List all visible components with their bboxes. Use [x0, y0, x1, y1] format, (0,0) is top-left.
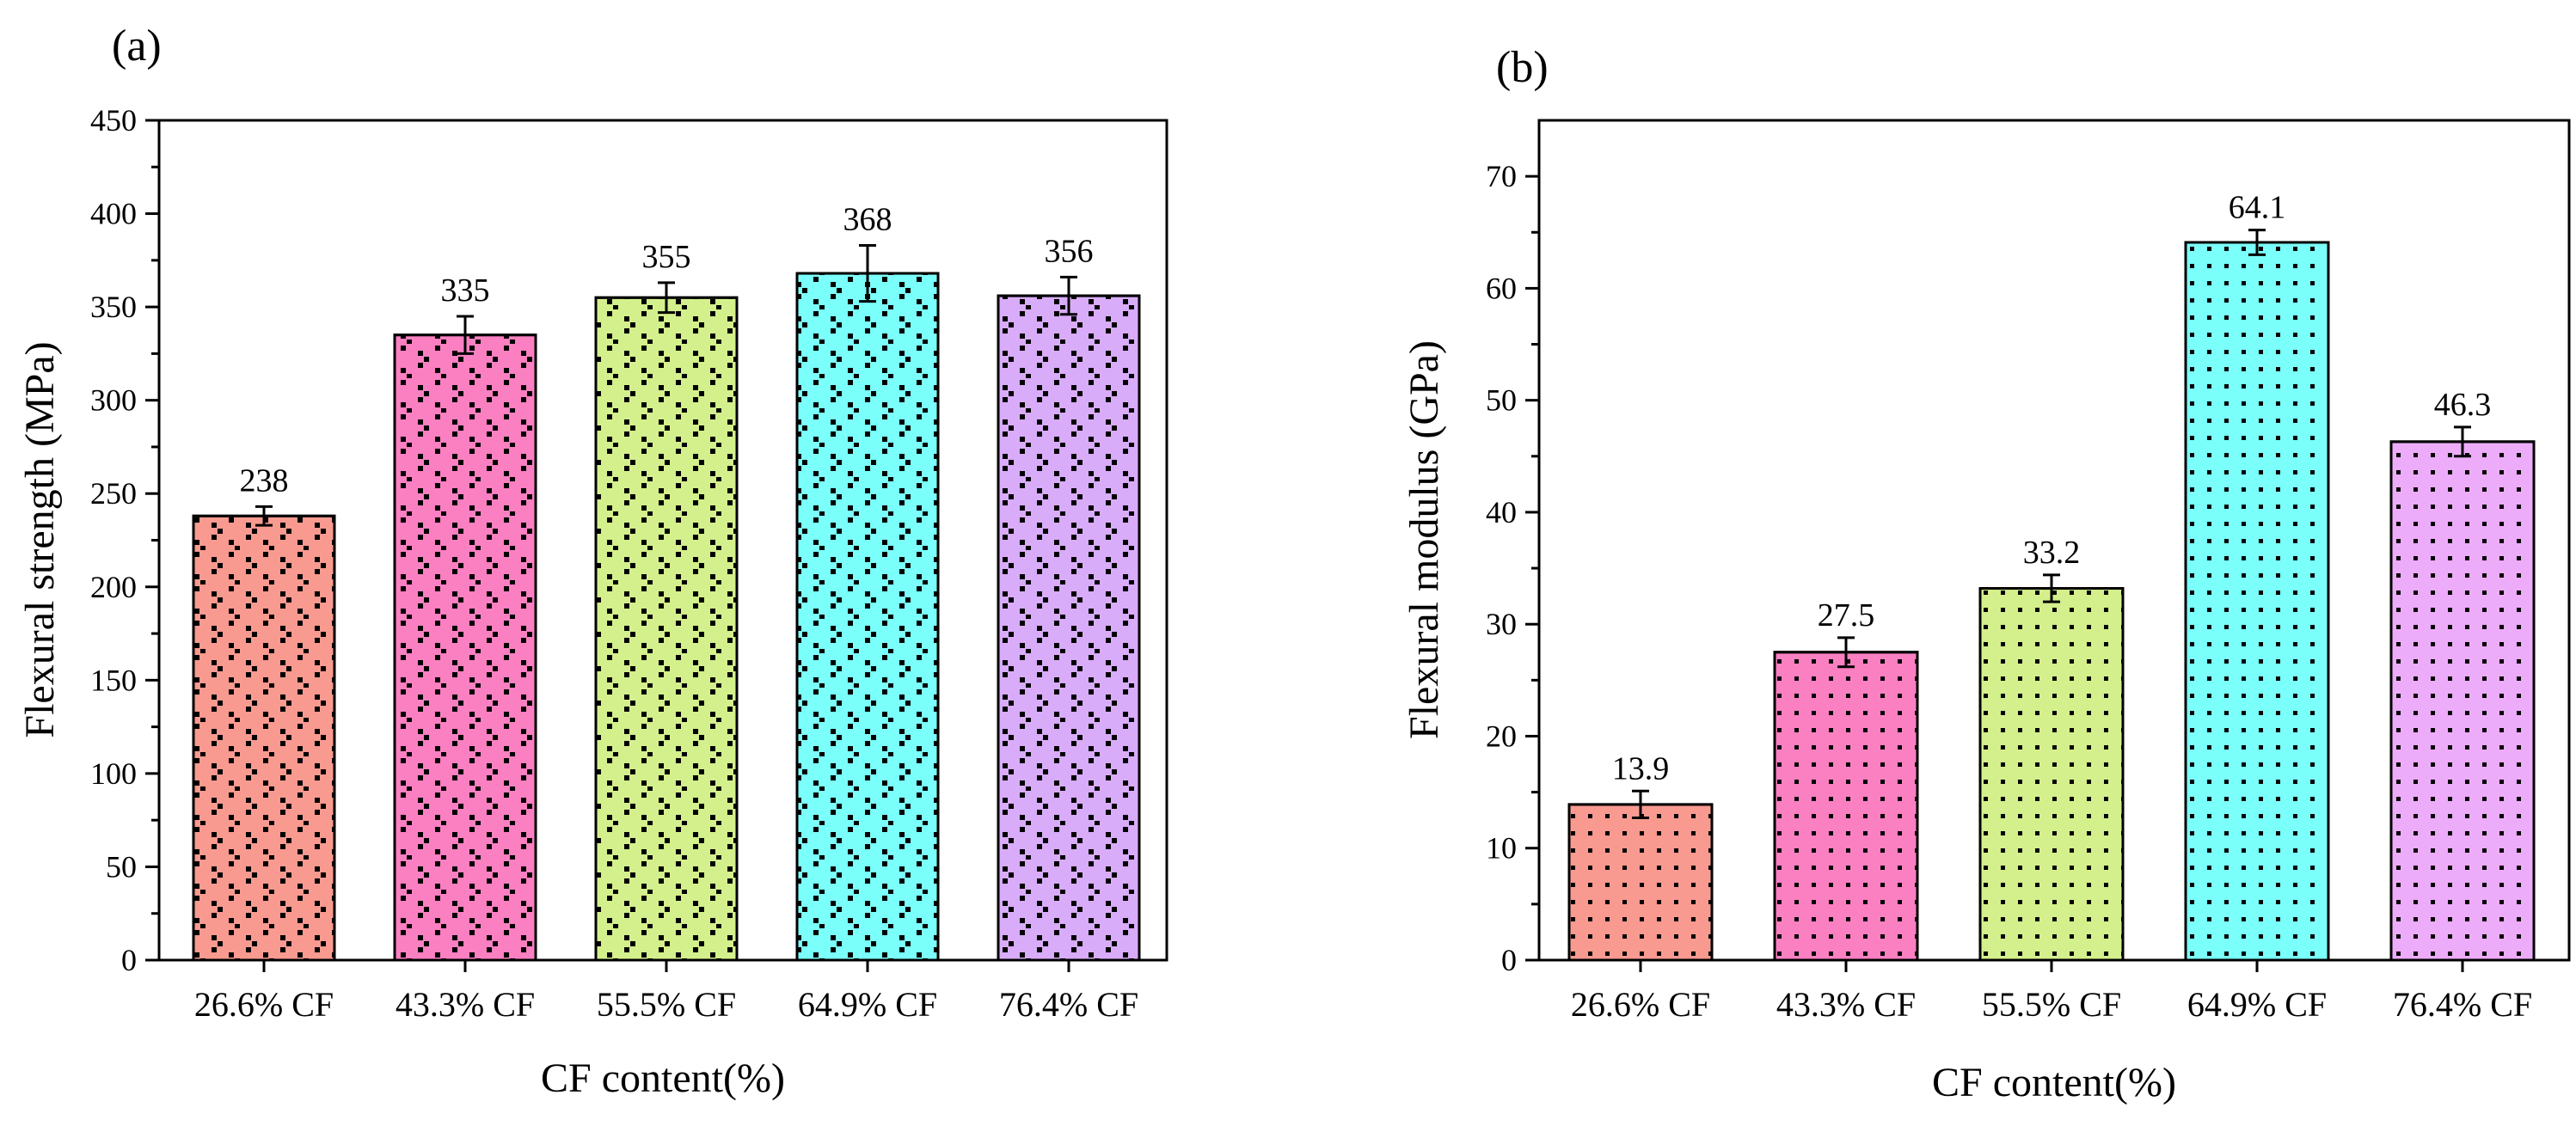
y-axis-title: Flexural strength (MPa)	[17, 341, 63, 737]
data-label: 27.5	[1818, 597, 1875, 633]
data-label: 335	[441, 272, 490, 309]
bar-pattern	[193, 516, 334, 960]
y-tick-label: 70	[1486, 159, 1517, 193]
data-label: 33.2	[2023, 535, 2081, 571]
x-tick-label: 26.6% CF	[1571, 985, 1710, 1024]
x-tick-label: 76.4% CF	[2393, 985, 2532, 1024]
bar-pattern	[797, 273, 938, 960]
panel-label: (a)	[112, 21, 162, 70]
x-tick-label: 43.3% CF	[396, 985, 535, 1024]
data-label: 46.3	[2434, 387, 2492, 423]
chart-panel-b: (b) 13.9 27.5 33.2 64.1 46.3 0 10 20 30 40 50 60 70…	[1401, 43, 2571, 1105]
x-tick-label: 55.5% CF	[1982, 985, 2121, 1024]
bar-pattern	[2391, 441, 2534, 960]
bar-pattern	[1980, 588, 2123, 960]
y-tick-label: 40	[1486, 495, 1517, 529]
data-label: 368	[843, 201, 892, 237]
plot-frame	[1537, 119, 2571, 962]
y-tick-label: 450	[90, 103, 137, 138]
y-tick-label: 10	[1486, 831, 1517, 866]
y-tick-label: 250	[90, 476, 137, 511]
data-label: 356	[1045, 233, 1094, 269]
y-tick-label: 0	[1501, 943, 1517, 977]
x-tick-label: 76.4% CF	[999, 985, 1138, 1024]
y-tick-label: 150	[90, 663, 137, 697]
y-tick-label: 60	[1486, 271, 1517, 305]
y-axis-title: Flexural modulus (GPa)	[1401, 340, 1447, 739]
y-tick-label: 50	[106, 849, 137, 884]
y-tick-label: 200	[90, 570, 137, 604]
y-tick-label: 50	[1486, 383, 1517, 418]
y-tick-label: 300	[90, 383, 137, 418]
y-tick-label: 0	[121, 943, 137, 977]
bar-pattern	[596, 297, 737, 960]
bar-pattern	[998, 296, 1139, 960]
x-tick-label: 64.9% CF	[798, 985, 937, 1024]
y-tick-label: 350	[90, 290, 137, 324]
y-tick-label: 20	[1486, 719, 1517, 753]
bar-pattern	[1775, 652, 1917, 960]
y-tick-label: 100	[90, 756, 137, 791]
y-tick-label: 30	[1486, 607, 1517, 641]
x-axis-title: CF content(%)	[541, 1056, 785, 1101]
panel-label: (b)	[1496, 43, 1549, 92]
bar-pattern	[1569, 804, 1712, 960]
x-tick-label: 43.3% CF	[1776, 985, 1916, 1024]
y-tick-label: 400	[90, 197, 137, 231]
x-tick-label: 26.6% CF	[194, 985, 334, 1024]
x-tick-label: 64.9% CF	[2187, 985, 2327, 1024]
bar-pattern	[2186, 242, 2328, 960]
data-label: 64.1	[2229, 190, 2286, 226]
data-label: 13.9	[1612, 750, 1670, 786]
x-axis-title: CF content(%)	[1932, 1060, 2176, 1105]
bar-pattern	[395, 334, 536, 961]
chart-panel-a: (a) 238 335 355 368 356 0 50 100 150 200 250 300 35…	[17, 21, 1168, 1101]
data-label: 355	[642, 239, 691, 275]
x-tick-label: 55.5% CF	[597, 985, 736, 1024]
data-label: 238	[240, 462, 289, 499]
